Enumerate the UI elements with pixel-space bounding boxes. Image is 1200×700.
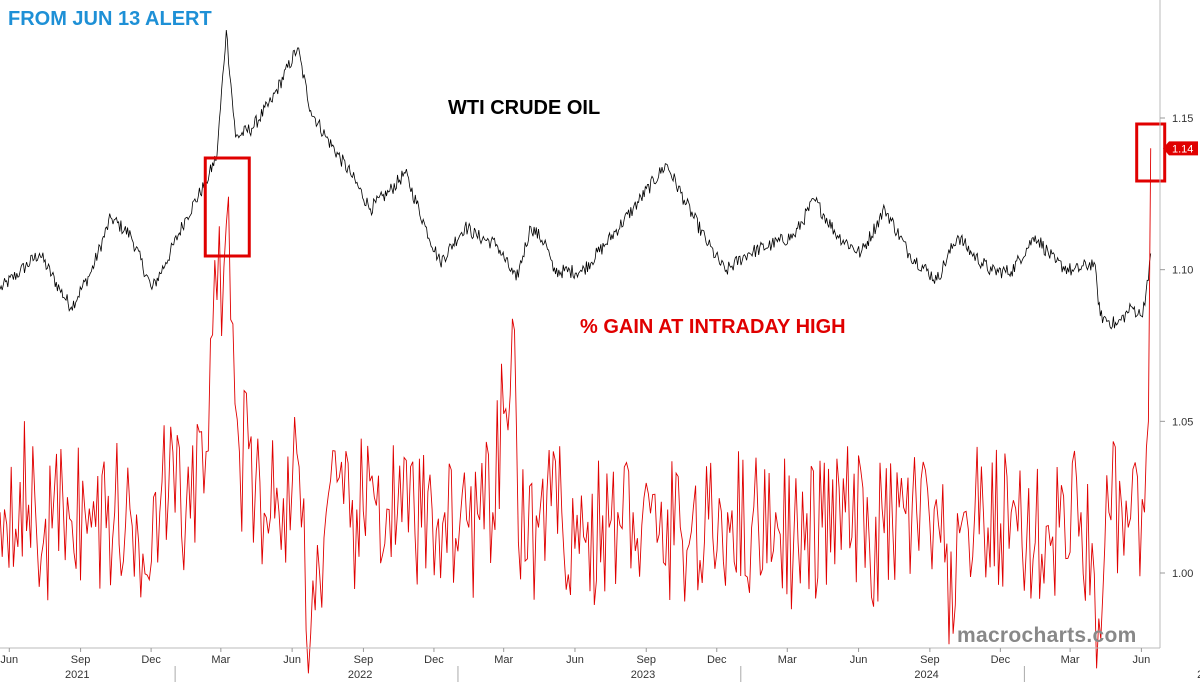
highlight-box-layer	[203, 122, 1167, 258]
x-tick-label: Jun	[850, 654, 868, 666]
x-tick-label: Mar	[778, 654, 797, 666]
oil-price-line	[0, 29, 1152, 330]
alert-title: FROM JUN 13 ALERT	[8, 8, 212, 30]
y-tick-label: 1.10	[1172, 265, 1193, 277]
x-tick-label: Sep	[636, 654, 656, 666]
last-value-tag-shape	[1163, 141, 1198, 156]
x-tick-label: Dec	[707, 654, 727, 666]
x-tick-label: Mar	[1061, 654, 1080, 666]
y-tick-label: 1.00	[1172, 568, 1193, 580]
x-year-label: 2024	[914, 669, 938, 681]
y-tick-label: 1.15	[1172, 113, 1193, 125]
gain-series-layer	[0, 148, 1152, 674]
x-tick-label: Jun	[283, 654, 301, 666]
x-tick-label: Mar	[494, 654, 513, 666]
y-tick-label: 1.05	[1172, 416, 1193, 428]
x-tick-label: Mar	[211, 654, 230, 666]
last-value-tag-label: 1.14	[1172, 143, 1193, 155]
x-tick-label: Jun	[566, 654, 584, 666]
oil-series-label: WTI CRUDE OIL	[448, 97, 601, 119]
x-tick-label: Sep	[354, 654, 374, 666]
x-year-label: 2023	[631, 669, 655, 681]
x-year-label: 2025	[1197, 669, 1200, 681]
watermark: macrocharts.com	[957, 624, 1137, 647]
x-tick-label: Sep	[920, 654, 940, 666]
highlight-box-2022	[203, 156, 251, 258]
grid-layer	[174, 666, 1025, 682]
gain-line	[0, 148, 1152, 674]
x-tick-label: Dec	[991, 654, 1011, 666]
x-tick-label: Dec	[424, 654, 444, 666]
axis-layer: 1.00 1.05 1.10 1.15 Jun 2021 Sep Dec Mar Jun 2022 S…	[0, 0, 1200, 681]
gain-series-label: % GAIN AT INTRADAY HIGH	[580, 316, 846, 338]
x-year-label: 2022	[348, 669, 372, 681]
x-tick-label: Jun	[0, 654, 18, 666]
last-value-tag: 1.14	[1163, 141, 1198, 156]
x-tick-label: Dec	[141, 654, 161, 666]
x-tick-label: Jun	[1133, 654, 1151, 666]
highlight-box-2025	[1135, 122, 1167, 183]
x-tick-label: Sep	[71, 654, 91, 666]
x-year-label: 2021	[65, 669, 89, 681]
oil-series-layer	[0, 29, 1152, 330]
